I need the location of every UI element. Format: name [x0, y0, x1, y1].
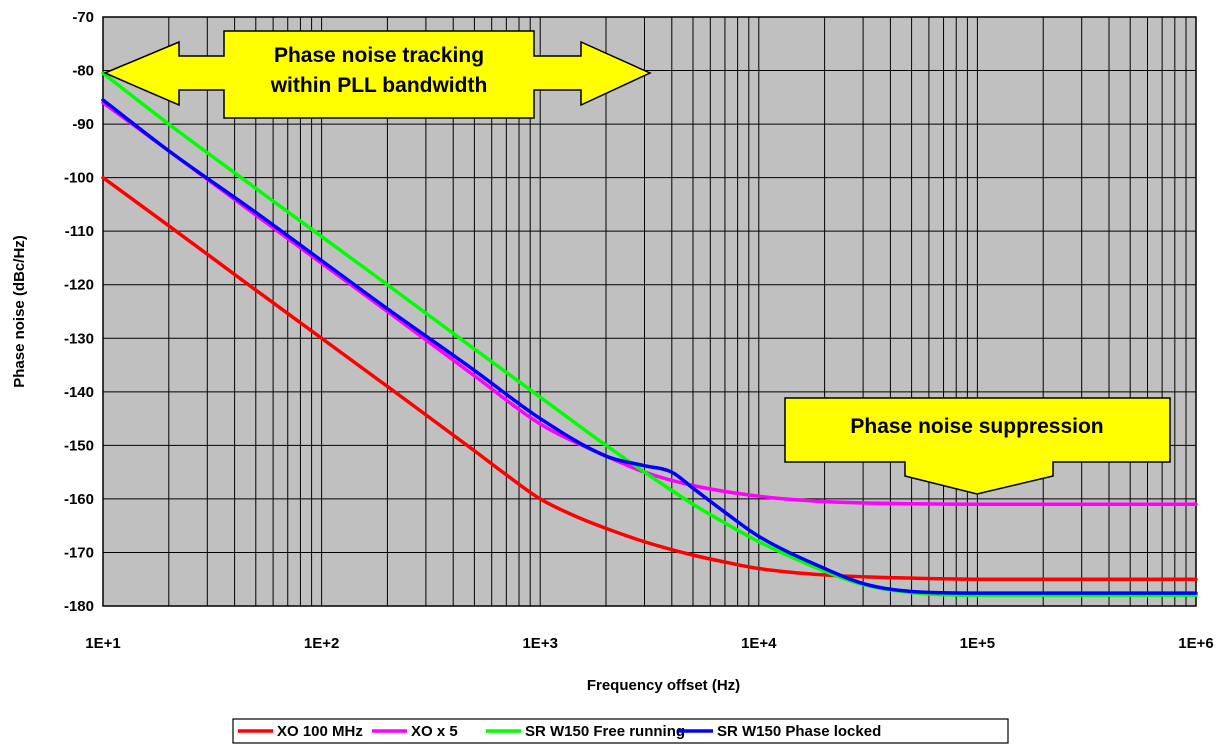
- legend-label-sr-w150-phase-locked: SR W150 Phase locked: [717, 723, 881, 740]
- legend-box: [232, 718, 1009, 744]
- x-tick-label: 1E+4: [741, 635, 777, 652]
- x-tick-label: 1E+3: [522, 635, 557, 652]
- y-tick-label: -80: [72, 63, 94, 80]
- x-axis-title: Frequency offset (Hz): [587, 677, 740, 694]
- legend: XO 100 MHz XO x 5 SR W150 Free running SR W…: [232, 718, 1009, 744]
- y-tick-label: -120: [64, 277, 94, 294]
- x-tick-label: 1E+5: [960, 635, 995, 652]
- legend-label-xo-100-mhz: XO 100 MHz: [277, 723, 363, 740]
- y-tick-label: -70: [72, 9, 94, 26]
- y-tick-label: -160: [64, 491, 94, 508]
- legend-label-sr-w150-free-running: SR W150 Free running: [525, 723, 685, 740]
- x-tick-label: 1E+6: [1178, 635, 1213, 652]
- y-tick-label: -100: [64, 170, 94, 187]
- y-tick-label: -150: [64, 437, 94, 454]
- x-tick-label: 1E+2: [304, 635, 339, 652]
- series-line-xo-100-mhz: [101, 175, 1198, 581]
- annotation-tracking-text: Phase noise tracking: [274, 44, 484, 67]
- y-tick-label: -170: [64, 544, 94, 561]
- y-tick-label: -140: [64, 384, 94, 401]
- plot-border: [102, 16, 1197, 607]
- y-tick-label: -130: [64, 330, 94, 347]
- y-tick-label: -90: [72, 116, 94, 133]
- y-tick-label: -180: [64, 598, 94, 615]
- series-line-sr-w150-phase-locked: [101, 98, 1198, 595]
- annotation-suppression-text: Phase noise suppression: [850, 415, 1103, 438]
- legend-label-xo-x-5: XO x 5: [411, 723, 458, 740]
- annotation-suppression-callout: [784, 397, 1171, 495]
- x-tick-label: 1E+1: [85, 635, 120, 652]
- y-axis-title: Phase noise (dBc/Hz): [11, 235, 28, 388]
- annotation-tracking-text: within PLL bandwidth: [270, 74, 488, 97]
- y-tick-label: -110: [65, 223, 94, 240]
- annotation-tracking-arrow: [103, 30, 652, 119]
